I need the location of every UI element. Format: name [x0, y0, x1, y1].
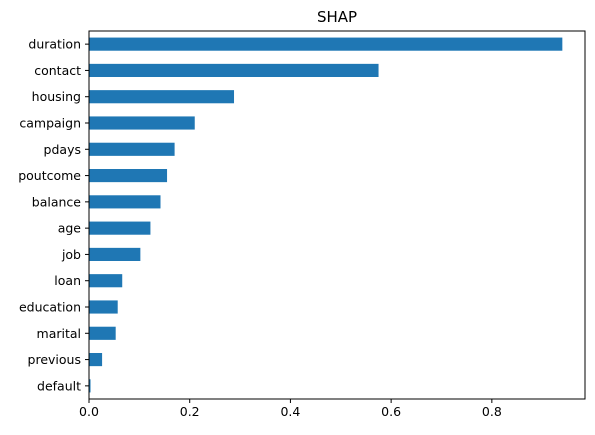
bar-default	[89, 379, 91, 393]
bar-housing	[89, 90, 235, 104]
bar-loan	[89, 274, 123, 288]
y-tick-label-housing: housing	[32, 89, 81, 104]
bar-age	[89, 221, 151, 235]
y-tick-label-age: age	[58, 221, 82, 236]
y-tick-label-previous: previous	[28, 352, 81, 367]
bar-campaign	[89, 116, 195, 130]
y-tick-label-campaign: campaign	[19, 116, 81, 131]
bar-balance	[89, 195, 161, 209]
bar-contact	[89, 63, 379, 77]
y-tick-label-pdays: pdays	[44, 142, 81, 157]
chart-title: SHAP	[317, 8, 357, 26]
x-tick-label: 0.8	[482, 404, 502, 419]
bars-group	[89, 37, 563, 393]
bar-education	[89, 300, 118, 314]
bar-previous	[89, 353, 103, 367]
bar-poutcome	[89, 169, 168, 183]
y-tick-label-job: job	[61, 247, 81, 262]
y-tick-label-balance: balance	[32, 194, 82, 209]
x-tick-label: 0.4	[280, 404, 300, 419]
y-tick-label-marital: marital	[37, 326, 81, 341]
y-tick-label-loan: loan	[54, 273, 81, 288]
y-axis: duration contact housing campaign pdays poutc…	[18, 37, 89, 393]
bar-pdays	[89, 142, 175, 156]
bar-job	[89, 247, 141, 261]
y-tick-label-contact: contact	[34, 63, 81, 78]
x-tick-label: 0.0	[79, 404, 99, 419]
y-tick-label-education: education	[19, 300, 81, 315]
bar-marital	[89, 326, 116, 340]
y-tick-label-default: default	[37, 378, 81, 393]
x-tick-label: 0.2	[180, 404, 200, 419]
y-tick-label-poutcome: poutcome	[18, 168, 81, 183]
x-axis: 0.0 0.2 0.4 0.6 0.8	[79, 399, 502, 419]
y-tick-label-duration: duration	[28, 37, 81, 52]
x-tick-label: 0.6	[381, 404, 401, 419]
plot-frame	[88, 30, 586, 400]
bar-duration	[89, 37, 563, 51]
